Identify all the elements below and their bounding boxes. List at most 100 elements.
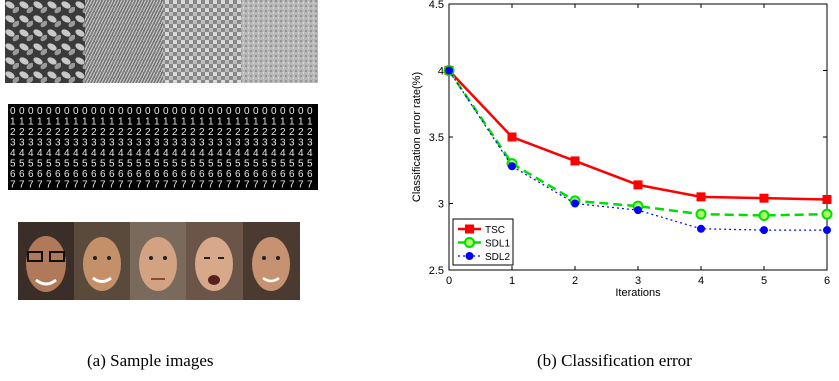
digit-glyph: 2 [181, 127, 187, 138]
digit-glyph: 0 [64, 106, 70, 117]
digit-glyph: 1 [208, 117, 214, 128]
digit-glyph: 3 [298, 138, 304, 149]
digit-glyph: 7 [145, 180, 151, 191]
legend-marker [465, 252, 474, 260]
digit-glyph: 4 [46, 148, 52, 159]
digit-glyph: 0 [145, 106, 151, 117]
digit-glyph: 2 [199, 127, 205, 138]
digit-glyph: 5 [244, 159, 250, 170]
data-point-sdl2 [571, 199, 579, 208]
digit-glyph: 6 [145, 169, 151, 180]
digit-glyph: 6 [190, 169, 196, 180]
x-tick-label: 1 [509, 275, 515, 287]
face-4 [186, 222, 243, 300]
caption-sample-images: (a) Sample images [87, 351, 214, 370]
digit-glyph: 1 [235, 117, 241, 128]
digit-glyph: 0 [208, 106, 214, 117]
digit-glyph: 4 [181, 148, 187, 159]
x-tick-label: 0 [446, 275, 452, 287]
digit-glyph: 0 [28, 106, 34, 117]
digit-glyph: 4 [226, 148, 232, 159]
digit-glyph: 4 [244, 148, 250, 159]
digit-glyph: 6 [19, 169, 25, 180]
digit-glyph: 5 [181, 159, 187, 170]
digit-glyph: 2 [10, 127, 16, 138]
y-tick-label: 2.5 [429, 265, 444, 277]
digit-glyph: 5 [262, 159, 268, 170]
digit-glyph: 5 [298, 159, 304, 170]
digit-glyph: 0 [271, 106, 277, 117]
digit-glyph: 4 [208, 148, 214, 159]
digit-glyph: 6 [253, 169, 259, 180]
digit-glyph: 5 [64, 159, 70, 170]
data-point-sdl2 [823, 226, 831, 235]
y-axis-label: Classification error rate(%) [411, 72, 423, 202]
digit-glyph: 1 [181, 117, 187, 128]
digit-glyph: 5 [82, 159, 88, 170]
digit-glyph: 7 [64, 180, 70, 191]
y-tick-label: 3 [438, 199, 444, 211]
digit-glyph: 3 [217, 138, 223, 149]
digit-glyph: 3 [307, 138, 313, 149]
digit-glyph: 5 [172, 159, 178, 170]
digit-glyph: 5 [73, 159, 79, 170]
digit-glyph: 4 [145, 148, 151, 159]
digit-glyph: 3 [109, 138, 115, 149]
digit-glyph: 4 [127, 148, 133, 159]
digit-glyph: 3 [271, 138, 277, 149]
digit-glyph: 6 [289, 169, 295, 180]
digit-glyph: 6 [10, 169, 16, 180]
data-point-sdl1 [695, 208, 707, 220]
data-point-tsc [570, 156, 580, 166]
digit-glyph: 2 [73, 127, 79, 138]
digit-glyph: 4 [217, 148, 223, 159]
digit-glyph: 6 [154, 169, 160, 180]
digit-glyph: 2 [37, 127, 43, 138]
digit-glyph: 0 [118, 106, 124, 117]
digit-glyph: 2 [289, 127, 295, 138]
digit-glyph: 6 [91, 169, 97, 180]
digit-glyph: 5 [253, 159, 259, 170]
digit-glyph: 5 [271, 159, 277, 170]
digit-glyph: 6 [55, 169, 61, 180]
digit-glyph: 4 [262, 148, 268, 159]
digit-glyph: 1 [118, 117, 124, 128]
digit-glyph: 0 [100, 106, 106, 117]
digit-glyph: 3 [73, 138, 79, 149]
face-5 [243, 222, 300, 300]
digit-glyph: 1 [64, 117, 70, 128]
digit-glyph: 7 [181, 180, 187, 191]
digit-glyph: 7 [100, 180, 106, 191]
digit-glyph: 4 [271, 148, 277, 159]
digit-glyph: 6 [172, 169, 178, 180]
digit-glyph: 7 [253, 180, 259, 191]
face-1 [18, 222, 74, 300]
digit-glyph: 6 [262, 169, 268, 180]
digit-glyph: 2 [145, 127, 151, 138]
digit-glyph: 4 [235, 148, 241, 159]
digit-glyph: 3 [127, 138, 133, 149]
digit-glyph: 1 [280, 117, 286, 128]
digit-glyph: 4 [37, 148, 43, 159]
digit-glyph: 3 [28, 138, 34, 149]
digit-glyph: 3 [289, 138, 295, 149]
digit-glyph: 7 [127, 180, 133, 191]
digit-glyph: 0 [37, 106, 43, 117]
y-tick-label: 3.5 [429, 132, 444, 144]
data-point-sdl1 [821, 208, 833, 220]
digit-glyph: 3 [118, 138, 124, 149]
digit-glyph: 1 [244, 117, 250, 128]
digit-glyph: 6 [199, 169, 205, 180]
digit-glyph: 7 [307, 180, 313, 191]
digit-glyph: 3 [154, 138, 160, 149]
digit-glyph: 5 [289, 159, 295, 170]
digit-glyph: 5 [55, 159, 61, 170]
texture-samples-image [5, 0, 318, 83]
digit-glyph: 0 [226, 106, 232, 117]
digit-glyph: 4 [163, 148, 169, 159]
digit-glyph: 1 [82, 117, 88, 128]
digit-glyph: 2 [109, 127, 115, 138]
digit-glyph: 6 [208, 169, 214, 180]
digit-glyph: 0 [136, 106, 142, 117]
